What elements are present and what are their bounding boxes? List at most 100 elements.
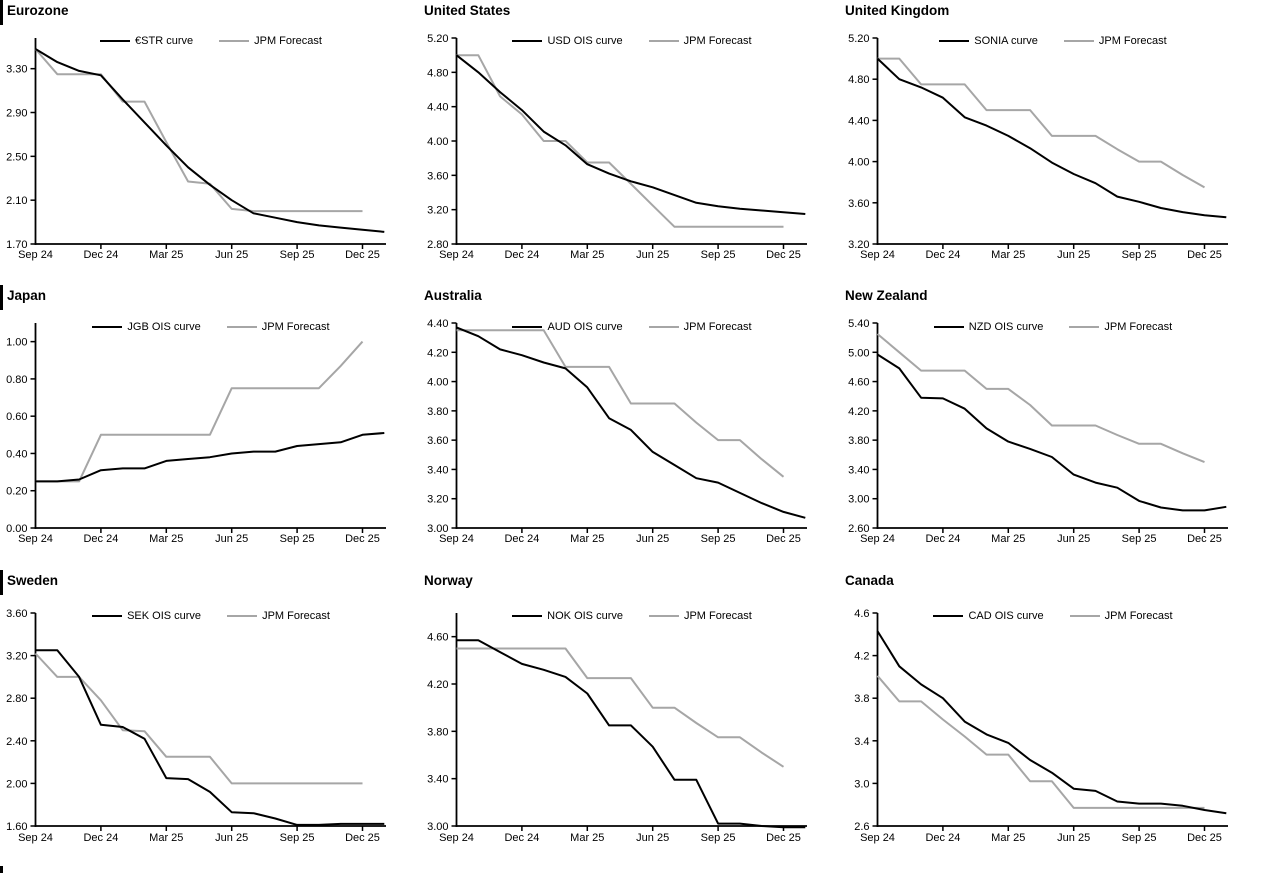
svg-text:Jun 25: Jun 25	[636, 832, 669, 844]
line-chart: 2.60 3.00 3.40 3.80 4.20 4.60 5.00 5.40 Sep 24 De…	[848, 318, 1228, 545]
chart-panel-united-states: United States USD OIS curve JPM Forecast…	[421, 0, 842, 285]
line-chart: 3.00 3.20 3.40 3.60 3.80 4.00 4.20 4.40 Sep 24 De…	[427, 318, 807, 545]
svg-text:3.20: 3.20	[6, 651, 27, 663]
svg-text:3.00: 3.00	[427, 821, 448, 833]
svg-text:Dec 24: Dec 24	[83, 249, 118, 261]
svg-text:0.60: 0.60	[6, 411, 27, 423]
curve-line-sample	[933, 326, 964, 328]
legend-label: NOK OIS curve	[547, 610, 623, 622]
svg-text:3.0: 3.0	[854, 778, 869, 790]
svg-text:Sep 25: Sep 25	[1122, 832, 1157, 844]
chart-panel-eurozone: Eurozone €STR curve JPM Forecast 1.70 2.1…	[0, 0, 421, 285]
svg-text:Sep 24: Sep 24	[18, 533, 53, 545]
svg-text:Sep 25: Sep 25	[280, 249, 315, 261]
svg-text:Dec 25: Dec 25	[1187, 832, 1222, 844]
svg-text:Dec 25: Dec 25	[1187, 249, 1222, 261]
svg-text:Sep 25: Sep 25	[280, 533, 315, 545]
svg-text:Dec 25: Dec 25	[766, 533, 801, 545]
svg-text:4.20: 4.20	[848, 406, 869, 418]
svg-text:2.10: 2.10	[6, 195, 27, 207]
svg-text:Mar 25: Mar 25	[991, 832, 1025, 844]
legend-entry: AUD OIS curve	[512, 321, 623, 333]
legend-entry: JPM Forecast	[648, 610, 752, 622]
svg-text:3.40: 3.40	[427, 464, 448, 476]
legend-entry: JPM Forecast	[226, 321, 330, 333]
svg-text:Dec 24: Dec 24	[925, 533, 960, 545]
svg-text:Jun 25: Jun 25	[215, 533, 248, 545]
chart-legend: SONIA curve JPM Forecast	[877, 35, 1229, 47]
svg-text:4.20: 4.20	[427, 347, 448, 359]
legend-label: AUD OIS curve	[547, 321, 623, 333]
svg-text:3.00: 3.00	[848, 494, 869, 506]
line-chart: 3.20 3.60 4.00 4.40 4.80 5.20 Sep 24 Dec 24 Mar …	[848, 33, 1228, 261]
svg-text:4.40: 4.40	[427, 318, 448, 330]
page-edge-mark	[0, 866, 3, 873]
legend-entry: CAD OIS curve	[933, 610, 1044, 622]
svg-text:3.60: 3.60	[6, 608, 27, 620]
svg-text:Sep 25: Sep 25	[701, 832, 736, 844]
chart-legend: JGB OIS curve JPM Forecast	[35, 321, 387, 333]
svg-text:Sep 25: Sep 25	[280, 832, 315, 844]
svg-text:1.60: 1.60	[6, 821, 27, 833]
svg-text:4.60: 4.60	[427, 632, 448, 644]
forecast-line-sample	[648, 40, 679, 42]
svg-text:2.00: 2.00	[6, 778, 27, 790]
svg-text:2.90: 2.90	[6, 108, 27, 120]
legend-entry: NZD OIS curve	[933, 321, 1043, 333]
svg-text:3.40: 3.40	[848, 464, 869, 476]
svg-text:Sep 24: Sep 24	[439, 249, 474, 261]
chart-title: New Zealand	[845, 288, 928, 303]
legend-entry: JPM Forecast	[648, 321, 752, 333]
forecast-line-sample	[227, 615, 258, 617]
legend-label: JPM Forecast	[683, 321, 752, 333]
chart-legend: AUD OIS curve JPM Forecast	[456, 321, 808, 333]
legend-entry: SEK OIS curve	[92, 610, 201, 622]
chart-title: Norway	[424, 573, 473, 588]
svg-text:Sep 25: Sep 25	[1122, 249, 1157, 261]
forecast-line-sample	[648, 326, 679, 328]
line-chart: 2.6 3.0 3.4 3.8 4.2 4.6 Sep 24 Dec 24 Mar 25 Jun …	[854, 608, 1228, 844]
svg-text:Dec 25: Dec 25	[345, 832, 380, 844]
svg-text:Sep 25: Sep 25	[1122, 533, 1157, 545]
legend-entry: JGB OIS curve	[92, 321, 201, 333]
chart-panel-canada: Canada CAD OIS curve JPM Forecast 2.6 3.0…	[842, 570, 1264, 873]
svg-text:0.20: 0.20	[6, 486, 27, 498]
chart-panel-sweden: Sweden SEK OIS curve JPM Forecast 1.60 2.…	[0, 570, 421, 873]
legend-label: JPM Forecast	[262, 610, 330, 622]
chart-legend: NOK OIS curve JPM Forecast	[456, 610, 808, 622]
svg-text:5.00: 5.00	[848, 347, 869, 359]
svg-text:3.30: 3.30	[6, 64, 27, 76]
svg-text:Mar 25: Mar 25	[149, 249, 183, 261]
legend-entry: JPM Forecast	[648, 35, 752, 47]
legend-entry: JPM Forecast	[227, 610, 330, 622]
svg-text:Jun 25: Jun 25	[1057, 832, 1090, 844]
legend-label: SEK OIS curve	[127, 610, 202, 622]
chart-panel-united-kingdom: United Kingdom SONIA curve JPM Forecast …	[842, 0, 1264, 285]
chart-panel-japan: Japan JGB OIS curve JPM Forecast 0.00 0.2…	[0, 285, 421, 570]
svg-text:3.20: 3.20	[427, 494, 448, 506]
forecast-line-sample	[219, 40, 250, 42]
curve-line-sample	[512, 40, 543, 42]
svg-text:3.80: 3.80	[848, 435, 869, 447]
svg-text:4.60: 4.60	[848, 377, 869, 389]
svg-text:Dec 24: Dec 24	[504, 832, 539, 844]
chart-title: United States	[424, 3, 511, 18]
svg-text:Mar 25: Mar 25	[991, 533, 1025, 545]
svg-text:3.80: 3.80	[427, 406, 448, 418]
chart-title: United Kingdom	[845, 3, 950, 18]
svg-text:2.60: 2.60	[848, 523, 869, 535]
line-chart: 0.00 0.20 0.40 0.60 0.80 1.00 Sep 24 Dec 24 Mar …	[6, 323, 386, 545]
svg-text:Dec 24: Dec 24	[925, 249, 960, 261]
svg-text:Jun 25: Jun 25	[1057, 249, 1090, 261]
svg-text:5.40: 5.40	[848, 318, 869, 330]
legend-entry: NOK OIS curve	[512, 610, 623, 622]
svg-text:Sep 24: Sep 24	[439, 533, 474, 545]
curve-line-sample	[939, 40, 970, 42]
forecast-line-sample	[648, 615, 679, 617]
svg-text:Dec 24: Dec 24	[83, 533, 118, 545]
chart-panel-new-zealand: New Zealand NZD OIS curve JPM Forecast 2…	[842, 285, 1264, 570]
legend-label: JPM Forecast	[1098, 35, 1167, 47]
chart-legend: SEK OIS curve JPM Forecast	[35, 610, 387, 622]
svg-text:3.20: 3.20	[427, 205, 448, 217]
svg-text:Sep 24: Sep 24	[860, 249, 895, 261]
